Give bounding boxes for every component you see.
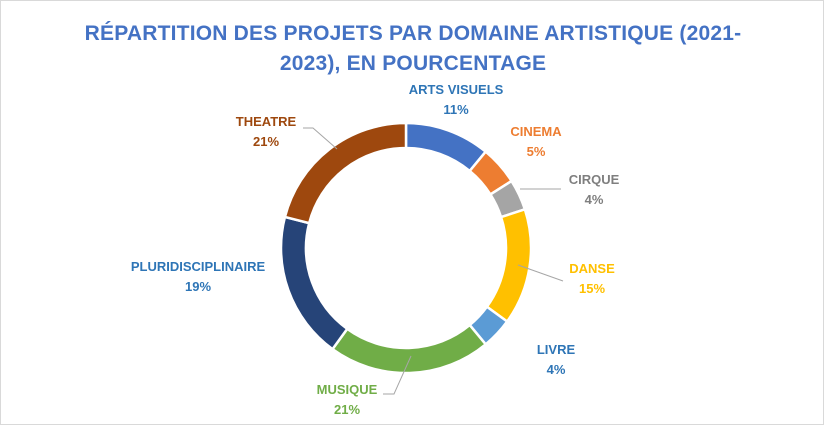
chart-title: RÉPARTITION DES PROJETS PAR DOMAINE ARTI… (84, 22, 742, 75)
label-musique: MUSIQUE (317, 382, 378, 397)
label-livre: LIVRE (537, 342, 576, 357)
label-arts-visuels: ARTS VISUELS (409, 82, 504, 97)
label-danse: DANSE (569, 261, 615, 276)
leader-line-theatre (303, 127, 338, 150)
value-theatre: 21% (253, 134, 279, 149)
value-livre: 4% (547, 362, 566, 377)
slice-danse (485, 207, 533, 324)
slice-musique (330, 323, 488, 375)
label-cirque: CIRQUE (569, 172, 620, 187)
value-cirque: 4% (585, 192, 604, 207)
label-pluridisciplinaire: PLURIDISCIPLINAIRE (131, 259, 266, 274)
slice-arts-visuels (404, 121, 488, 173)
leader-line-danse (517, 264, 564, 282)
value-danse: 15% (579, 281, 605, 296)
slice-pluridisciplinaire (279, 215, 349, 351)
leader-line-musique (383, 355, 412, 395)
value-pluridisciplinaire: 19% (185, 279, 211, 294)
value-cinema: 5% (527, 144, 546, 159)
value-musique: 21% (334, 402, 360, 417)
value-arts-visuels: 11% (443, 102, 469, 117)
label-theatre: THEATRE (236, 114, 297, 129)
slice-theatre (283, 121, 408, 225)
label-cinema: CINEMA (510, 124, 562, 139)
